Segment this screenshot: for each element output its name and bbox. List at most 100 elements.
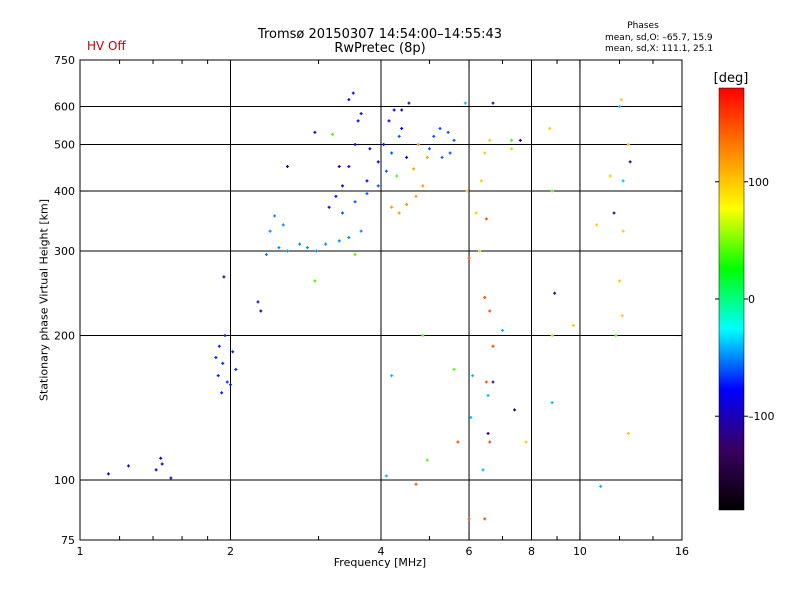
data-point xyxy=(614,334,618,338)
data-point xyxy=(216,374,220,378)
data-point xyxy=(347,98,351,102)
data-point xyxy=(340,184,344,188)
data-point xyxy=(382,143,386,147)
data-point xyxy=(351,91,355,95)
data-point xyxy=(553,291,557,295)
data-point xyxy=(327,205,331,209)
data-point xyxy=(314,249,318,253)
phases-heading: Phases xyxy=(627,21,659,31)
data-point xyxy=(298,242,302,246)
data-point xyxy=(285,164,289,168)
phases-o-stats: mean, sd,O: –65.7, 15.9 xyxy=(605,33,713,43)
x-tick-label: 10 xyxy=(573,545,587,558)
x-axis-label: Frequency [MHz] xyxy=(333,556,427,569)
data-point xyxy=(365,179,369,183)
data-point xyxy=(231,350,235,354)
data-point xyxy=(390,205,394,209)
colorbar-tick-label: 0 xyxy=(748,293,755,306)
grid-lines xyxy=(80,60,682,540)
data-point xyxy=(384,169,388,173)
data-point xyxy=(126,464,130,468)
data-point xyxy=(621,229,625,233)
data-point xyxy=(416,143,420,147)
data-point xyxy=(347,236,351,240)
data-point xyxy=(229,383,232,387)
data-point xyxy=(620,314,624,318)
data-point xyxy=(425,458,429,462)
data-point xyxy=(452,138,456,142)
chart-title: Tromsø 20150307 14:54:00–14:55:43 xyxy=(257,27,503,42)
data-point xyxy=(305,246,309,250)
data-point xyxy=(488,440,492,444)
data-point xyxy=(376,184,380,188)
data-point xyxy=(225,380,229,384)
data-point xyxy=(478,249,482,253)
y-tick-label: 300 xyxy=(54,245,75,258)
colorbar-ticks: 100 0 –100 xyxy=(715,176,775,423)
data-point xyxy=(452,367,456,371)
data-point xyxy=(106,472,110,476)
data-point xyxy=(481,468,485,472)
data-point xyxy=(400,108,404,112)
chart-subtitle: RwPretec (8p) xyxy=(334,41,426,56)
data-point xyxy=(467,517,471,521)
data-point xyxy=(491,344,495,348)
data-point xyxy=(599,484,603,488)
data-point xyxy=(518,138,522,142)
data-point xyxy=(214,355,218,359)
phases-x-stats: mean, sd,X: 111.1, 25.1 xyxy=(605,44,714,54)
data-point xyxy=(324,242,328,246)
y-tick-label: 75 xyxy=(61,534,75,547)
data-point xyxy=(234,367,238,371)
data-point xyxy=(390,151,394,155)
y-tick-label: 750 xyxy=(54,54,75,67)
axis-ticks xyxy=(79,59,683,541)
data-point xyxy=(347,164,351,168)
data-point xyxy=(469,415,473,419)
data-point xyxy=(376,160,380,164)
data-point xyxy=(483,151,487,155)
data-point xyxy=(414,482,418,486)
data-point xyxy=(397,134,401,138)
data-point xyxy=(479,179,483,183)
data-point xyxy=(221,361,225,365)
data-point xyxy=(510,147,514,151)
data-point xyxy=(513,408,517,412)
data-point xyxy=(353,200,357,204)
data-point xyxy=(256,300,260,304)
data-point xyxy=(407,101,411,105)
data-point xyxy=(471,374,475,378)
data-point xyxy=(387,119,391,123)
data-point xyxy=(483,517,487,521)
data-point xyxy=(412,167,416,171)
x-tick-label: 4 xyxy=(378,545,385,558)
data-point xyxy=(340,211,344,215)
data-point xyxy=(359,112,363,116)
x-tick-label: 6 xyxy=(466,545,473,558)
data-point xyxy=(425,155,429,159)
data-point xyxy=(334,194,338,198)
data-point xyxy=(488,309,492,313)
data-point xyxy=(154,468,158,472)
data-point xyxy=(359,229,363,233)
data-point xyxy=(438,126,442,130)
colorbar xyxy=(718,87,745,511)
x-tick-label: 1 xyxy=(77,545,84,558)
data-point xyxy=(467,256,471,260)
data-point xyxy=(618,279,622,283)
data-point xyxy=(446,130,450,134)
data-point xyxy=(337,164,341,168)
colorbar-label: [deg] xyxy=(713,71,749,86)
data-point xyxy=(368,147,372,151)
data-point xyxy=(491,380,495,384)
data-point xyxy=(217,344,221,348)
data-point xyxy=(421,184,425,188)
data-point xyxy=(313,279,317,283)
data-point xyxy=(608,174,612,178)
data-point xyxy=(169,476,173,480)
data-point xyxy=(550,189,554,193)
data-point xyxy=(395,174,399,178)
colorbar-tick-label: –100 xyxy=(748,410,775,423)
data-point xyxy=(264,253,268,257)
